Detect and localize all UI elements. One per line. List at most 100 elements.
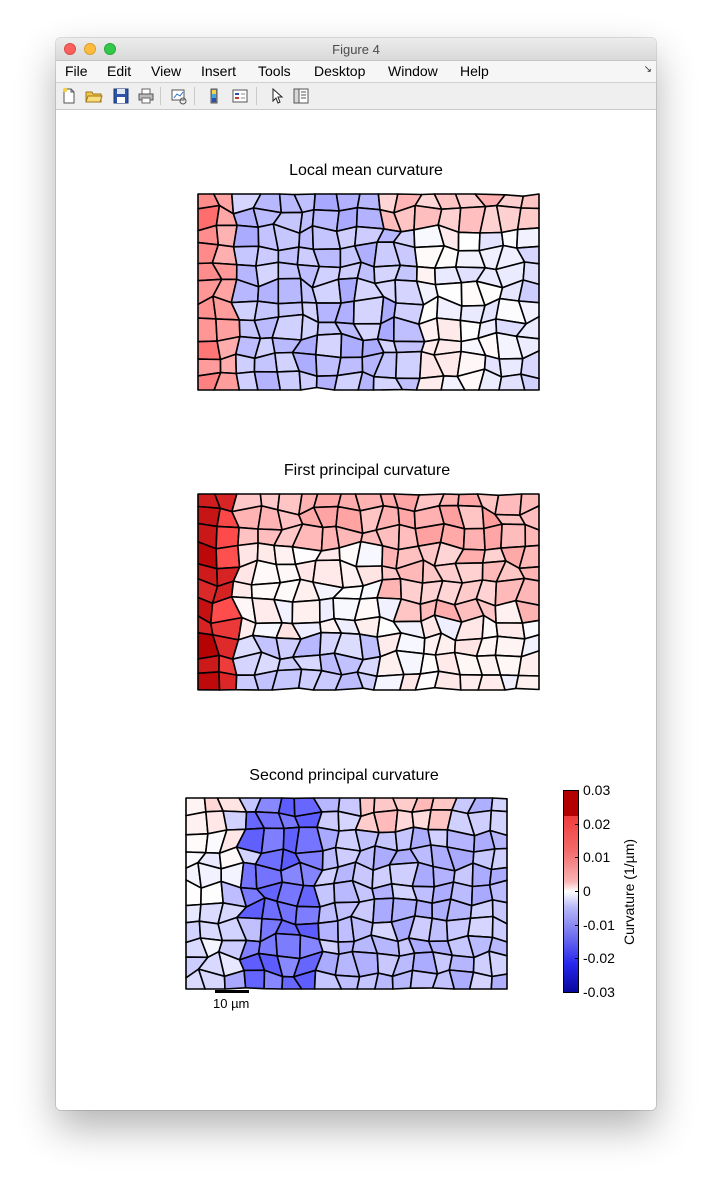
cell-polygon <box>230 580 253 599</box>
cell-polygon <box>234 353 256 375</box>
cell-polygon <box>243 969 266 990</box>
cell-map-local-mean[interactable] <box>196 192 541 392</box>
title-bar[interactable]: Figure 4 <box>56 38 656 61</box>
open-folder-icon[interactable] <box>85 87 103 105</box>
pointer-arrow-icon[interactable] <box>268 87 286 105</box>
new-document-icon[interactable] <box>60 87 78 105</box>
cell-polygon <box>291 599 321 625</box>
cell-polygon <box>462 527 486 551</box>
colorbar-tick-label: 0.01 <box>583 849 611 866</box>
cell-polygon <box>372 897 395 924</box>
cell-polygon <box>274 932 302 960</box>
figure-toolbar <box>56 83 656 110</box>
cell-polygon <box>352 295 385 325</box>
window-title: Figure 4 <box>332 42 380 57</box>
colorbar-tick-mark <box>575 891 579 892</box>
colorbar-tick-label: 0 <box>583 883 591 899</box>
cell-polygon <box>374 972 394 990</box>
menu-help[interactable]: Help <box>460 63 489 79</box>
cell-polygon <box>514 674 540 691</box>
colorbar-tick-label: -0.03 <box>583 984 615 1000</box>
cell-polygon <box>222 810 248 831</box>
cell-polygon <box>355 540 384 568</box>
colorbar-tick-mark <box>575 823 579 825</box>
cell-polygon <box>197 671 221 691</box>
figure-window: Figure 4 File Edit View Insert Tools Des… <box>56 38 656 1110</box>
cell-polygon <box>294 905 321 926</box>
cell-polygon <box>520 193 540 210</box>
minimize-window-button[interactable] <box>84 43 96 55</box>
cell-polygon <box>483 523 503 551</box>
cell-polygon <box>494 654 523 677</box>
cell-map-second-principal[interactable] <box>184 796 509 991</box>
cell-polygon <box>490 797 508 813</box>
cell-polygon <box>393 340 426 354</box>
cell-polygon <box>197 317 218 343</box>
menu-tools[interactable]: Tools <box>258 63 291 79</box>
cell-polygon <box>313 193 340 212</box>
panel-title: First principal curvature <box>283 462 451 479</box>
cell-polygon <box>436 317 463 343</box>
menu-window[interactable]: Window <box>388 63 438 79</box>
cell-polygon <box>185 903 202 924</box>
figure-canvas[interactable]: Local mean curvature First principal cur… <box>56 110 656 1110</box>
zoom-window-button[interactable] <box>104 43 116 55</box>
colorbar-tick-label: 0.02 <box>583 815 611 832</box>
panel-title: Second principal curvature <box>249 767 439 784</box>
print-icon[interactable] <box>137 87 155 105</box>
menu-desktop[interactable]: Desktop <box>314 63 366 79</box>
cell-polygon <box>515 227 540 249</box>
cell-polygon <box>500 523 527 549</box>
cell-polygon <box>520 373 540 391</box>
dock-arrow-icon[interactable]: ↘ <box>643 64 652 75</box>
cell-polygon <box>277 277 303 305</box>
colorbar-tick-mark <box>575 790 579 791</box>
colorbar-tick-mark <box>575 924 579 926</box>
save-icon[interactable] <box>112 87 130 105</box>
cell-polygon <box>271 668 303 691</box>
cell-polygon <box>276 370 302 391</box>
menu-view[interactable]: View <box>151 63 182 79</box>
cell-polygon <box>490 973 508 990</box>
cell-polygon <box>232 224 260 248</box>
cell-polygon <box>457 231 481 252</box>
colorbar-tick-mark <box>575 857 579 859</box>
cell-polygon <box>488 950 508 978</box>
cell-polygon <box>467 915 494 939</box>
link-plot-icon[interactable] <box>170 87 188 105</box>
colorbar-icon[interactable] <box>205 87 223 105</box>
toolbar-separator <box>160 87 161 105</box>
cell-polygon <box>185 811 209 836</box>
cell-polygon <box>433 670 462 691</box>
cell-polygon <box>315 353 342 377</box>
cell-polygon <box>494 493 523 517</box>
cell-map-first-principal[interactable] <box>196 492 541 692</box>
cell-polygon <box>490 847 508 871</box>
cell-polygon <box>197 654 221 675</box>
legend-icon[interactable] <box>231 87 249 105</box>
menu-edit[interactable]: Edit <box>107 63 132 79</box>
cell-polygon <box>313 493 342 509</box>
panel-title: Local mean curvature <box>289 162 443 179</box>
scale-bar <box>215 990 249 993</box>
menu-insert[interactable]: Insert <box>201 63 237 79</box>
plot-browser-icon[interactable] <box>292 87 310 105</box>
cell-polygon <box>373 809 399 834</box>
cell-polygon <box>428 917 449 943</box>
cell-polygon <box>253 370 282 391</box>
colorbar-tick-label: 0.03 <box>583 782 611 798</box>
cell-polygon <box>372 673 405 691</box>
toolbar-separator <box>256 87 257 105</box>
cell-polygon <box>254 797 283 814</box>
colorbar-tick-mark <box>575 992 579 993</box>
cell-polygon <box>395 350 423 380</box>
scale-bar-label: 10 µm <box>213 996 250 1011</box>
cell-polygon <box>415 375 445 391</box>
close-window-button[interactable] <box>64 43 76 55</box>
cell-polygon <box>516 207 540 231</box>
menu-bar: File Edit View Insert Tools Desktop Wind… <box>56 61 656 83</box>
cell-polygon <box>239 861 258 890</box>
menu-file[interactable]: File <box>65 63 88 79</box>
colorbar-tick-label: -0.02 <box>583 950 615 967</box>
cell-polygon <box>517 279 540 304</box>
